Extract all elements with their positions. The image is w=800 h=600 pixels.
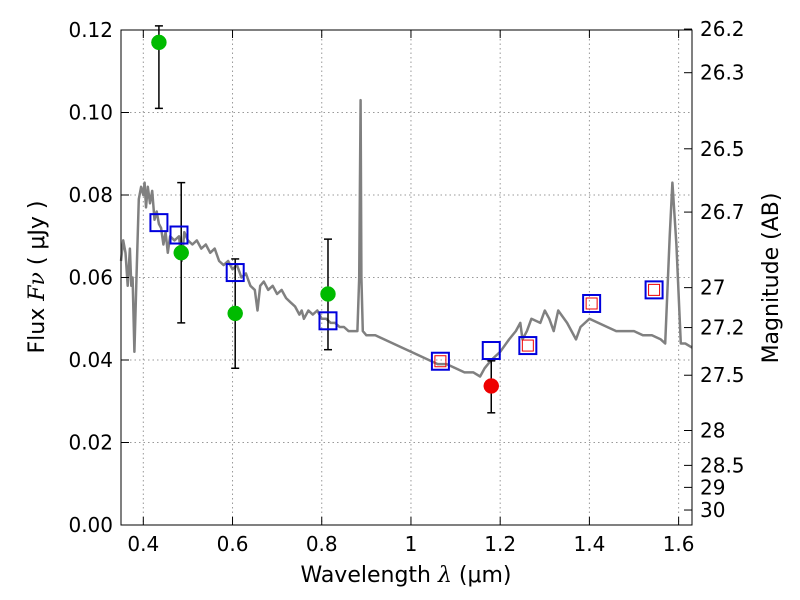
observed-point	[151, 34, 167, 51]
y-tick-label: 0.04	[68, 348, 113, 372]
magnitude-tick-label: 26.7	[700, 200, 745, 224]
model-point-inner	[434, 355, 447, 368]
sed-line	[119, 98, 693, 378]
magnitude-tick-label: 27.2	[700, 316, 745, 340]
model-point	[149, 213, 169, 233]
model-point-inner	[648, 283, 661, 296]
grid-lines	[121, 29, 692, 526]
magnitude-tick-label: 29	[700, 475, 725, 499]
magnitude-tick-label: 27.5	[700, 363, 745, 387]
x-tick-label: 0.4	[127, 532, 159, 556]
x-tick-label: 0.8	[306, 532, 338, 556]
x-tick-label: 1.6	[663, 532, 695, 556]
y-tick-label: 0.12	[68, 18, 113, 42]
model-point	[481, 341, 501, 361]
x-tick-label: 1.4	[573, 532, 605, 556]
sed-spectrum	[119, 98, 693, 378]
magnitude-tick-label: 26.5	[700, 137, 745, 161]
model-photometry-markers	[149, 213, 664, 371]
x-tick-label: 1	[405, 532, 418, 556]
magnitude-tick-label: 28	[700, 419, 725, 443]
x-tick-label: 1.2	[484, 532, 516, 556]
magnitude-tick-label: 27	[700, 276, 725, 300]
magnitude-tick-label: 28.5	[700, 453, 745, 477]
y-tick-label: 0.10	[68, 101, 113, 125]
magnitude-tick-label: 26.2	[700, 17, 745, 41]
observed-point	[173, 245, 189, 261]
observed-point	[483, 378, 500, 394]
observed-photometry-markers	[151, 34, 500, 394]
y-axis-ticks: 0.00 0.02 0.04 0.06 0.08 0.10 0.12	[68, 18, 129, 537]
y-axis-label: Flux Fν ( μJy )	[25, 200, 50, 353]
model-point	[169, 225, 189, 245]
magnitude-axis-label: Magnitude (AB)	[759, 193, 784, 364]
magnitude-tick-label: 30	[700, 498, 725, 522]
observed-point	[320, 286, 336, 302]
model-point-inner	[585, 297, 598, 310]
observed-point	[227, 305, 243, 322]
y-tick-label: 0.02	[68, 431, 113, 455]
y-tick-label: 0.00	[68, 513, 113, 537]
x-tick-label: 0.6	[217, 532, 249, 556]
model-point	[225, 263, 245, 283]
x-axis-label: Wavelength λ (μm)	[300, 563, 511, 588]
model-point	[430, 351, 450, 371]
model-point	[582, 293, 602, 313]
magnitude-tick-label: 26.3	[700, 61, 745, 85]
error-bars	[154, 25, 496, 414]
model-point-inner	[521, 339, 534, 352]
y-tick-label: 0.06	[68, 266, 113, 290]
model-point	[518, 336, 538, 356]
model-point	[644, 280, 664, 300]
y-tick-label: 0.08	[68, 183, 113, 207]
model-point	[318, 311, 338, 331]
x-axis-ticks: 0.4 0.6 0.8 1 1.2 1.4 1.6	[127, 30, 695, 556]
